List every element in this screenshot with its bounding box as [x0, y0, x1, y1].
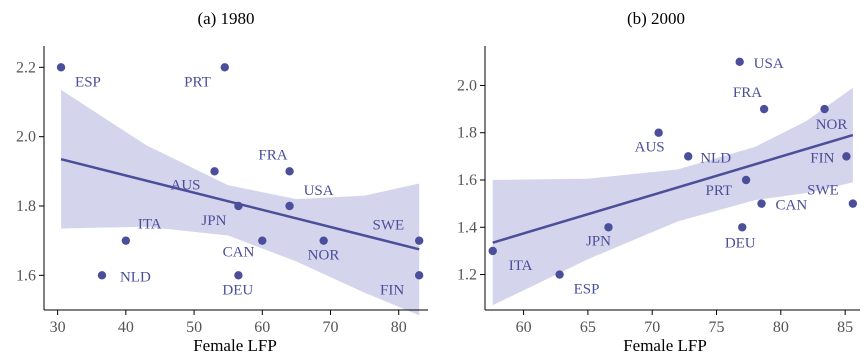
x-tick-label: 80	[773, 319, 789, 336]
data-point	[488, 246, 497, 256]
data-point	[820, 104, 829, 114]
confidence-band	[492, 87, 853, 306]
x-axis-label: Female LFP	[193, 336, 277, 355]
data-point	[121, 236, 131, 245]
point-label: JPN	[586, 233, 611, 249]
x-tick-label: 65	[580, 319, 596, 336]
x-tick-label: 75	[709, 319, 725, 336]
data-point	[684, 152, 693, 161]
point-label: NOR	[816, 117, 848, 133]
data-point	[735, 57, 744, 67]
y-tick-label: 1.4	[457, 219, 477, 236]
x-tick-label: 60	[254, 319, 270, 336]
x-tick-label: 40	[118, 319, 134, 336]
data-point	[741, 175, 751, 185]
point-label: SWE	[807, 183, 839, 199]
point-label: PRT	[705, 183, 732, 199]
fit-line	[492, 133, 854, 244]
point-label: DEU	[725, 235, 756, 251]
y-tick-label: 1.8	[457, 125, 477, 142]
point-label: NLD	[700, 150, 731, 166]
point-label: NOR	[308, 248, 340, 264]
point-label: ITA	[138, 217, 162, 233]
y-tick-label: 1.2	[457, 267, 477, 284]
point-label: ITA	[509, 258, 533, 274]
point-label: ESP	[75, 74, 101, 90]
data-point	[555, 270, 564, 279]
y-tick-label: 2.0	[457, 77, 477, 94]
y-tick-label: 2.2	[16, 59, 36, 76]
point-label: NLD	[120, 269, 151, 285]
point-label: SWE	[373, 218, 405, 234]
point-label: CAN	[776, 198, 808, 214]
panel-title: (b) 2000	[627, 9, 685, 28]
data-point	[220, 63, 229, 72]
point-label: USA	[754, 56, 784, 72]
data-point	[56, 63, 66, 72]
point-label: JPN	[201, 213, 226, 229]
point-label: FIN	[380, 282, 404, 298]
data-point	[210, 167, 219, 176]
point-label: AUS	[635, 140, 665, 156]
data-point	[842, 152, 851, 161]
point-label: FRA	[733, 85, 762, 101]
x-tick-label: 70	[644, 319, 660, 336]
point-label: FRA	[258, 147, 287, 163]
data-point	[258, 236, 267, 245]
point-label: DEU	[222, 282, 253, 298]
data-point	[414, 271, 424, 280]
data-point	[234, 271, 243, 280]
x-tick-label: 60	[516, 319, 532, 336]
point-label: FIN	[810, 150, 834, 166]
point-label: ESP	[574, 282, 600, 298]
point-label: AUS	[171, 177, 201, 193]
panel-1980: (a) 1980 Female LFP 30 40 50 60 70 80 1.6 1.8 2.…	[16, 9, 428, 355]
point-label: CAN	[223, 245, 255, 261]
panel-2000: (b) 2000 Female LFP 60 65 70 75 80 85 1.2 1.4 1.…	[457, 9, 860, 355]
point-label: USA	[304, 183, 334, 199]
data-point	[285, 167, 294, 176]
x-tick-label: 70	[323, 319, 339, 336]
data-point	[234, 201, 243, 211]
data-point	[604, 223, 613, 232]
point-label: PRT	[184, 74, 211, 90]
data-point	[757, 199, 766, 208]
x-tick-label: 80	[391, 319, 407, 336]
data-point	[654, 128, 663, 137]
y-tick-label: 1.6	[16, 267, 36, 284]
data-point	[738, 223, 747, 232]
data-point	[414, 236, 424, 245]
data-point	[285, 201, 294, 211]
data-point	[97, 271, 107, 280]
data-point	[319, 236, 328, 245]
y-tick-label: 1.6	[457, 172, 477, 189]
data-point	[759, 104, 769, 114]
x-tick-label: 30	[50, 319, 66, 336]
panel-title: (a) 1980	[197, 9, 254, 28]
y-tick-label: 1.8	[16, 198, 36, 215]
x-tick-label: 50	[186, 319, 202, 336]
data-point	[848, 199, 858, 208]
x-axis-label: Female LFP	[623, 336, 707, 355]
y-tick-label: 2.0	[16, 129, 36, 146]
x-tick-label: 85	[837, 319, 853, 336]
